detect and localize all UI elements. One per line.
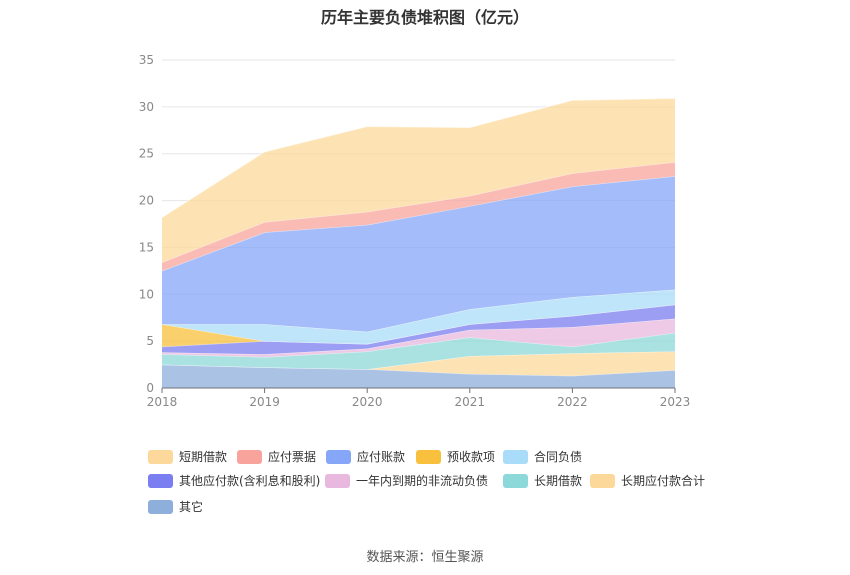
area-series-5 — [162, 304, 675, 347]
legend-label: 长期借款 — [534, 474, 583, 488]
legend-item[interactable]: 一年内到期的非流动负债 — [325, 472, 488, 489]
area-series-group — [161, 97, 676, 388]
y-tick-label: 35 — [139, 53, 154, 67]
chart-title: 历年主要负债堆积图（亿元） — [320, 8, 529, 27]
legend-item[interactable]: 其他应付款(含利息和股利) — [148, 472, 320, 489]
x-tick-label: 2018 — [147, 395, 178, 409]
source-note: 数据来源：恒生聚源 — [366, 550, 484, 565]
legend-swatch — [325, 473, 350, 488]
area-series-0 — [162, 364, 675, 388]
legend-label: 长期应付款合计 — [621, 474, 706, 488]
legend-swatch — [503, 449, 528, 464]
legend-item[interactable]: 应付票据 — [237, 448, 316, 465]
legend-item[interactable]: 合同负债 — [503, 448, 582, 465]
x-tick-label: 2023 — [660, 395, 691, 409]
x-tick-label: 2019 — [249, 395, 280, 409]
legend-swatch — [148, 449, 173, 464]
y-tick-label: 30 — [139, 100, 154, 114]
legend-swatch — [503, 473, 528, 488]
y-tick-label: 15 — [139, 240, 154, 254]
legend-swatch — [326, 449, 351, 464]
y-tick-label: 10 — [139, 287, 154, 301]
legend-label: 应付票据 — [268, 450, 317, 464]
legend-item[interactable]: 应付账款 — [326, 448, 405, 465]
legend-item[interactable]: 其它 — [148, 498, 203, 515]
area-series-7 — [162, 176, 675, 332]
x-tick-label: 2021 — [455, 395, 486, 409]
legend-label: 其它 — [179, 500, 204, 514]
x-tick-label: 2020 — [352, 395, 383, 409]
area-edge-9 — [161, 97, 676, 218]
y-tick-label: 5 — [146, 334, 154, 348]
legend-item[interactable]: 短期借款 — [148, 448, 227, 465]
legend-label: 应付账款 — [357, 450, 406, 464]
legend-swatch — [416, 449, 441, 464]
legend-swatch — [148, 473, 173, 488]
area-series-1 — [162, 351, 675, 376]
legend-item[interactable]: 长期应付款合计 — [590, 472, 705, 489]
area-series-9 — [162, 98, 675, 263]
legend-swatch — [237, 449, 262, 464]
legend-label: 一年内到期的非流动负债 — [356, 474, 489, 488]
x-tick-label: 2022 — [557, 395, 588, 409]
y-tick-label: 25 — [139, 147, 154, 161]
legend-label: 合同负债 — [534, 450, 583, 464]
area-series-6 — [162, 289, 675, 344]
area-series-2 — [162, 332, 675, 370]
y-tick-label: 20 — [139, 194, 154, 208]
axes: 0 5 10 15 20 25 30 35 2018 2019 2020 2021 2022 2023 — [139, 53, 691, 409]
legend-label: 短期借款 — [179, 450, 228, 464]
legend-label: 预收款项 — [447, 450, 496, 464]
legend-swatch — [590, 473, 615, 488]
area-series-4 — [162, 304, 675, 355]
legend-item[interactable]: 长期借款 — [503, 472, 582, 489]
area-series-8 — [162, 162, 675, 271]
y-tick-label: 0 — [146, 381, 154, 395]
legend-item[interactable]: 预收款项 — [416, 448, 495, 465]
legend-label: 其他应付款(含利息和股利) — [179, 474, 321, 488]
legend-swatch — [148, 499, 173, 514]
